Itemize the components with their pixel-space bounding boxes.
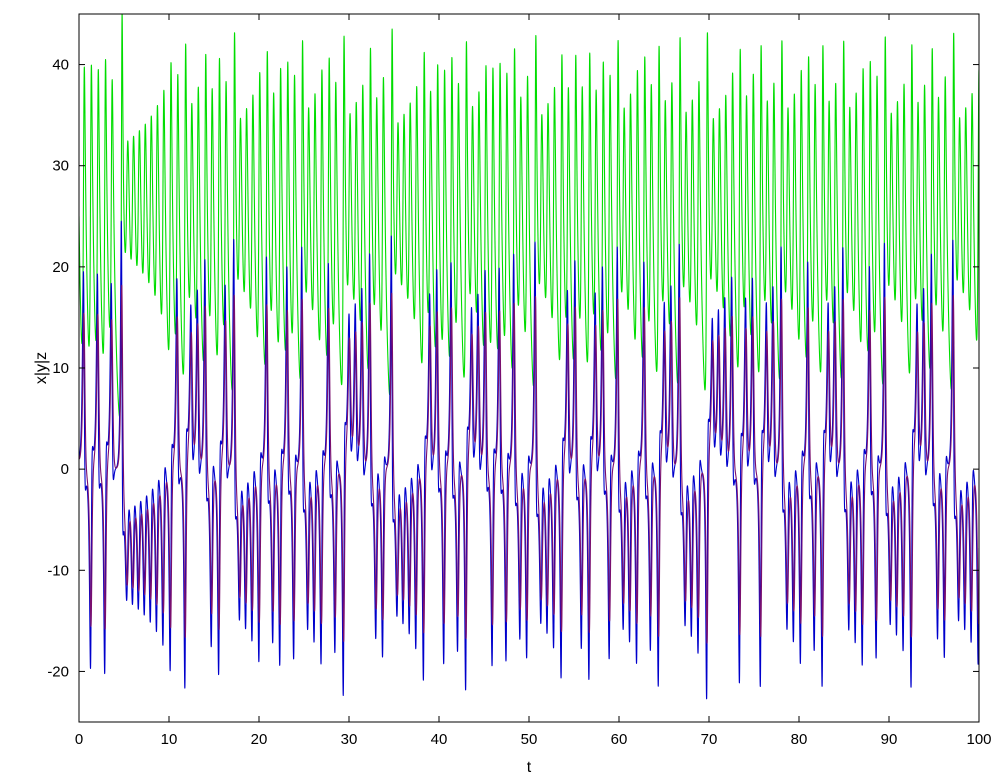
y-tick-label: -20 bbox=[47, 663, 69, 680]
y-tick-label: 20 bbox=[52, 259, 69, 276]
x-tick-label: 80 bbox=[791, 731, 808, 748]
x-tick-label: 20 bbox=[251, 731, 268, 748]
y-tick-label: 10 bbox=[52, 360, 69, 377]
series-y-line bbox=[79, 220, 979, 700]
series-layer bbox=[79, 14, 979, 700]
y-axis-label: x|y|z bbox=[33, 352, 50, 384]
y-tick-label: 0 bbox=[61, 461, 69, 478]
y-tick-label: -10 bbox=[47, 562, 69, 579]
ticks-layer: 0 10 20 30 40 50 60 70 80 90 100 -20 -10 0 10 20 30 40 bbox=[47, 14, 992, 748]
x-tick-label: 30 bbox=[341, 731, 358, 748]
x-tick-label: 100 bbox=[966, 731, 991, 748]
x-axis-label: t bbox=[527, 759, 532, 776]
series-x-line bbox=[79, 284, 979, 644]
y-tick-label: 30 bbox=[52, 158, 69, 175]
x-tick-label: 50 bbox=[521, 731, 538, 748]
x-tick-label: 90 bbox=[881, 731, 898, 748]
x-tick-label: 60 bbox=[611, 731, 628, 748]
series-z-line bbox=[79, 14, 979, 418]
x-tick-label: 70 bbox=[701, 731, 718, 748]
x-tick-label: 40 bbox=[431, 731, 448, 748]
x-tick-label: 0 bbox=[75, 731, 83, 748]
x-tick-label: 10 bbox=[161, 731, 178, 748]
y-tick-label: 40 bbox=[52, 57, 69, 74]
